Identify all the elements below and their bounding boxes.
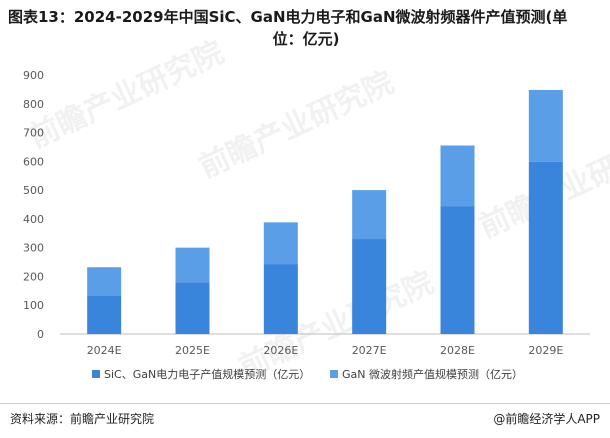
x-tick-label: 2028E [440, 344, 475, 357]
y-tick-label: 100 [23, 299, 44, 312]
y-tick-label: 300 [23, 242, 44, 255]
x-tick-label: 2024E [87, 344, 122, 357]
bar-sic-gan-power-2024E [87, 296, 122, 334]
x-tick-label: 2029E [528, 344, 563, 357]
brand-credit: @前瞻经济学人APP [493, 412, 600, 426]
y-tick-label: 500 [23, 184, 44, 197]
source-note: 资料来源：前瞻产业研究院 [10, 412, 155, 426]
bar-sic-gan-power-2027E [352, 239, 387, 334]
bar-sic-gan-power-2029E [528, 161, 563, 334]
chart-title: 图表13：2024-2029年中国SiC、GaN电力电子和GaN微波射频器件产值… [8, 6, 604, 50]
y-tick-label: 600 [23, 155, 44, 168]
y-tick-label: 200 [23, 270, 44, 283]
x-tick-label: 2025E [175, 344, 210, 357]
bar-gan-rf-2026E [263, 222, 298, 265]
x-tick-label: 2027E [352, 344, 387, 357]
y-tick-label: 900 [23, 69, 44, 82]
bar-sic-gan-power-2026E [263, 264, 298, 334]
y-tick-label: 700 [23, 127, 44, 140]
legend-swatch [92, 370, 100, 378]
x-tick-label: 2026E [263, 344, 298, 357]
chart-title-line2: 位：亿元) [272, 30, 340, 48]
bar-gan-rf-2027E [352, 190, 387, 240]
y-tick-label: 400 [23, 213, 44, 226]
y-tick-label: 800 [23, 98, 44, 111]
bar-sic-gan-power-2025E [175, 282, 210, 334]
bar-gan-rf-2025E [175, 247, 210, 283]
legend-label: GaN 微波射频产值规模预测（亿元） [342, 367, 523, 381]
footer-divider [0, 403, 610, 404]
bar-gan-rf-2028E [440, 145, 475, 207]
legend-label: SiC、GaN电力电子产值规模预测（亿元） [104, 367, 310, 381]
bar-gan-rf-2029E [528, 89, 563, 162]
legend-swatch [330, 370, 338, 378]
y-tick-label: 0 [37, 328, 44, 341]
chart-title-line1: 图表13：2024-2029年中国SiC、GaN电力电子和GaN微波射频器件产值… [8, 8, 568, 26]
stacked-bar-chart: 0 100 200 300 400 500 600 700 800 900 2024E 2025E 20… [23, 69, 590, 381]
bar-sic-gan-power-2028E [440, 206, 475, 334]
bar-gan-rf-2024E [87, 267, 122, 297]
